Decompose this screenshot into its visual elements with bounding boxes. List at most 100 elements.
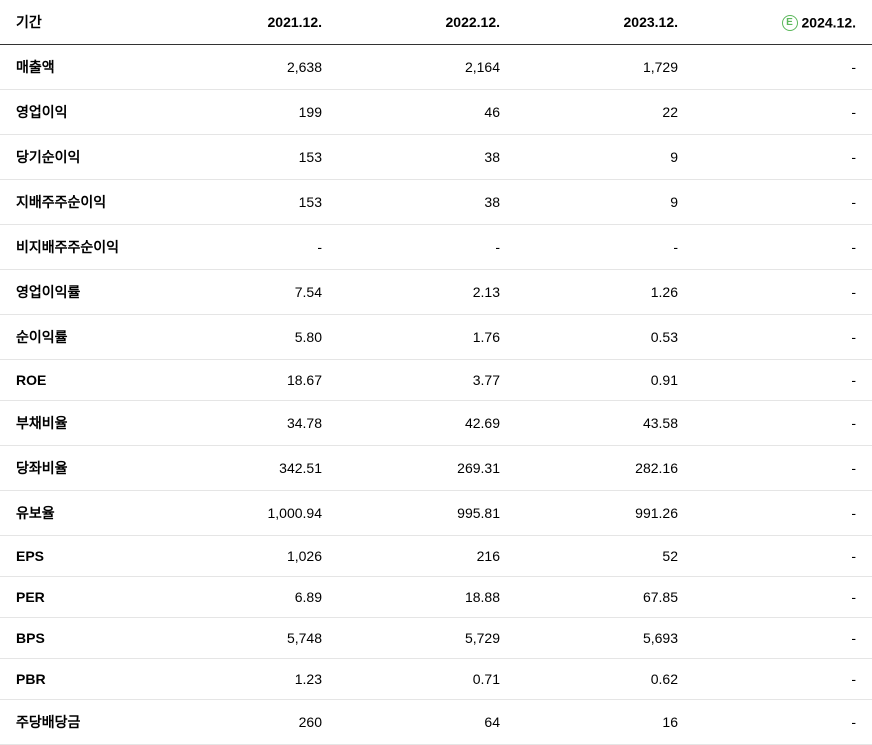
row-value: 3.77 [338,360,516,401]
row-value: 2,164 [338,45,516,90]
row-value: 0.53 [516,315,694,360]
row-label: EPS [0,536,160,577]
row-label: PER [0,577,160,618]
row-value: 18.67 [160,360,338,401]
table-header-row: 기간 2021.12. 2022.12. 2023.12. E2024.12. [0,0,872,45]
header-col-3: E2024.12. [694,0,872,45]
row-label: PBR [0,659,160,700]
row-value: 6.89 [160,577,338,618]
row-value: 34.78 [160,401,338,446]
row-label: 비지배주주순이익 [0,225,160,270]
row-value: 0.71 [338,659,516,700]
row-label: 영업이익률 [0,270,160,315]
row-value: - [694,491,872,536]
row-value: 43.58 [516,401,694,446]
table-body: 매출액2,6382,1641,729-영업이익1994622-당기순이익1533… [0,45,872,745]
row-value: - [694,577,872,618]
row-value: - [338,225,516,270]
row-value: - [694,270,872,315]
row-value: 38 [338,180,516,225]
row-label: 주당배당금 [0,700,160,745]
row-value: 1.76 [338,315,516,360]
row-label: 지배주주순이익 [0,180,160,225]
row-label: BPS [0,618,160,659]
row-value: - [516,225,694,270]
table-row: 지배주주순이익153389- [0,180,872,225]
table-row: EPS1,02621652- [0,536,872,577]
row-label: 당기순이익 [0,135,160,180]
row-value: 0.62 [516,659,694,700]
row-value: 5.80 [160,315,338,360]
table-row: PBR1.230.710.62- [0,659,872,700]
row-value: 7.54 [160,270,338,315]
row-label: 매출액 [0,45,160,90]
row-value: 2,638 [160,45,338,90]
table-row: 부채비율34.7842.6943.58- [0,401,872,446]
row-value: 995.81 [338,491,516,536]
row-value: 18.88 [338,577,516,618]
table-row: 유보율1,000.94995.81991.26- [0,491,872,536]
row-value: 1,000.94 [160,491,338,536]
row-value: 153 [160,135,338,180]
row-value: 1.23 [160,659,338,700]
row-label: 부채비율 [0,401,160,446]
row-value: 199 [160,90,338,135]
row-value: 342.51 [160,446,338,491]
row-value: - [694,700,872,745]
row-label: 유보율 [0,491,160,536]
table-row: ROE18.673.770.91- [0,360,872,401]
row-value: 42.69 [338,401,516,446]
row-value: 22 [516,90,694,135]
header-col-0: 2021.12. [160,0,338,45]
row-value: 260 [160,700,338,745]
table-row: 영업이익률7.542.131.26- [0,270,872,315]
row-value: 64 [338,700,516,745]
table-row: 당좌비율342.51269.31282.16- [0,446,872,491]
row-value: 269.31 [338,446,516,491]
table-row: 비지배주주순이익---- [0,225,872,270]
row-label: 당좌비율 [0,446,160,491]
row-value: 5,748 [160,618,338,659]
row-value: - [694,659,872,700]
row-value: 16 [516,700,694,745]
header-period-label: 기간 [0,0,160,45]
row-value: 9 [516,135,694,180]
row-value: - [694,135,872,180]
row-value: 2.13 [338,270,516,315]
row-label: 순이익률 [0,315,160,360]
header-col-3-text: 2024.12. [802,15,857,31]
row-value: 1,729 [516,45,694,90]
row-value: 5,729 [338,618,516,659]
estimate-icon: E [782,15,798,31]
table-row: 당기순이익153389- [0,135,872,180]
financial-table: 기간 2021.12. 2022.12. 2023.12. E2024.12. … [0,0,872,745]
row-value: 216 [338,536,516,577]
row-value: 1,026 [160,536,338,577]
header-col-2: 2023.12. [516,0,694,45]
row-value: - [694,315,872,360]
row-value: 46 [338,90,516,135]
row-value: 9 [516,180,694,225]
row-label: 영업이익 [0,90,160,135]
row-value: 0.91 [516,360,694,401]
table-row: 순이익률5.801.760.53- [0,315,872,360]
row-value: - [694,401,872,446]
row-value: - [694,618,872,659]
row-value: - [694,45,872,90]
row-value: 153 [160,180,338,225]
row-value: - [160,225,338,270]
row-label: ROE [0,360,160,401]
row-value: 282.16 [516,446,694,491]
row-value: - [694,180,872,225]
table-row: 영업이익1994622- [0,90,872,135]
row-value: - [694,225,872,270]
row-value: 991.26 [516,491,694,536]
row-value: - [694,446,872,491]
row-value: - [694,90,872,135]
row-value: 1.26 [516,270,694,315]
row-value: 52 [516,536,694,577]
row-value: - [694,360,872,401]
table-row: PER6.8918.8867.85- [0,577,872,618]
table-row: 주당배당금2606416- [0,700,872,745]
row-value: - [694,536,872,577]
